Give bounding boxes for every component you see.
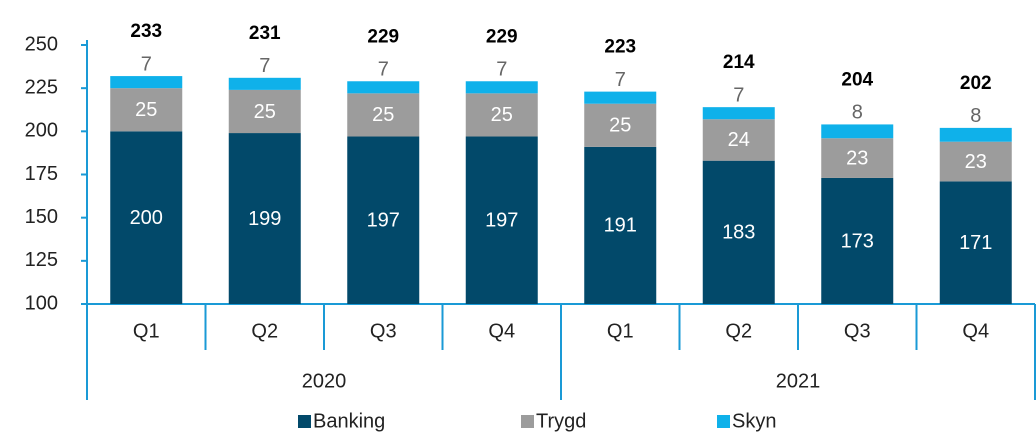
bar-segment [228, 77, 301, 90]
value-label: 7 [733, 84, 744, 106]
value-label: 8 [970, 105, 981, 127]
y-tick-label: 150 [25, 206, 58, 228]
value-label: 23 [846, 147, 868, 169]
value-label: 197 [367, 210, 400, 232]
x-tick-label: Q1 [607, 320, 634, 342]
y-tick-label: 250 [25, 33, 58, 55]
x-tick-label: Q1 [133, 320, 160, 342]
bar-segment [939, 181, 1012, 304]
legend-swatch [521, 415, 534, 428]
value-label: 25 [491, 104, 513, 126]
value-label: 25 [254, 101, 276, 123]
y-tick-label: 125 [25, 249, 58, 271]
value-label: 197 [485, 210, 518, 232]
bar-segment [110, 88, 183, 132]
bar-segment [347, 136, 420, 304]
x-tick-label: Q4 [488, 320, 515, 342]
total-label: 223 [604, 37, 636, 58]
bar-segment [702, 119, 775, 161]
bar-segment [821, 138, 894, 178]
value-label: 183 [722, 222, 755, 244]
bar-segment [584, 103, 657, 147]
value-label: 25 [135, 99, 157, 121]
total-label: 229 [367, 26, 399, 47]
bar-segment [465, 93, 538, 137]
y-tick-label: 100 [25, 292, 58, 314]
value-label: 171 [959, 232, 992, 254]
bar-segment [821, 124, 894, 139]
x-tick-label: Q3 [370, 320, 397, 342]
value-label: 8 [852, 102, 863, 124]
bar-segment [228, 133, 301, 304]
bar-segment [347, 93, 420, 137]
value-label: 7 [496, 59, 507, 81]
bar-segment [110, 131, 183, 304]
legend-swatch [298, 415, 311, 428]
value-label: 199 [248, 208, 281, 230]
legend-label: Trygd [536, 410, 586, 432]
value-label: 25 [372, 104, 394, 126]
y-tick-label: 225 [25, 76, 58, 98]
value-label: 7 [141, 53, 152, 75]
bar-segment [939, 127, 1012, 142]
bar-segment [110, 76, 183, 89]
legend-label: Skyn [732, 410, 776, 432]
bar-segment [465, 81, 538, 94]
bar-segment [228, 89, 301, 134]
bar-segment [465, 136, 538, 304]
bar-segment [584, 91, 657, 104]
value-label: 25 [609, 115, 631, 137]
x-tick-label: Q2 [251, 320, 278, 342]
value-label: 7 [259, 55, 270, 77]
x-tick-label: Q3 [844, 320, 871, 342]
legend-swatch [717, 415, 730, 428]
total-label: 231 [249, 23, 281, 44]
value-label: 7 [615, 69, 626, 91]
bar-segment [939, 141, 1012, 182]
bar-segment [821, 177, 894, 304]
value-label: 7 [378, 59, 389, 81]
total-label: 202 [960, 73, 992, 94]
total-label: 204 [841, 69, 873, 90]
bar-segment [702, 107, 775, 120]
total-label: 233 [130, 21, 162, 42]
value-label: 23 [965, 151, 987, 173]
total-label: 229 [486, 26, 518, 47]
value-label: 191 [604, 215, 637, 237]
total-label: 214 [723, 52, 755, 73]
bar-segment [702, 160, 775, 304]
group-label: 2020 [302, 370, 347, 392]
bar-segment [584, 146, 657, 304]
group-label: 2021 [776, 370, 821, 392]
value-label: 24 [728, 129, 750, 151]
x-tick-label: Q2 [725, 320, 752, 342]
y-tick-label: 200 [25, 120, 58, 142]
bar-segment [347, 81, 420, 94]
value-label: 173 [841, 230, 874, 252]
x-tick-label: Q4 [962, 320, 989, 342]
legend-label: Banking [313, 410, 385, 432]
value-label: 200 [130, 207, 163, 229]
y-tick-label: 175 [25, 163, 58, 185]
